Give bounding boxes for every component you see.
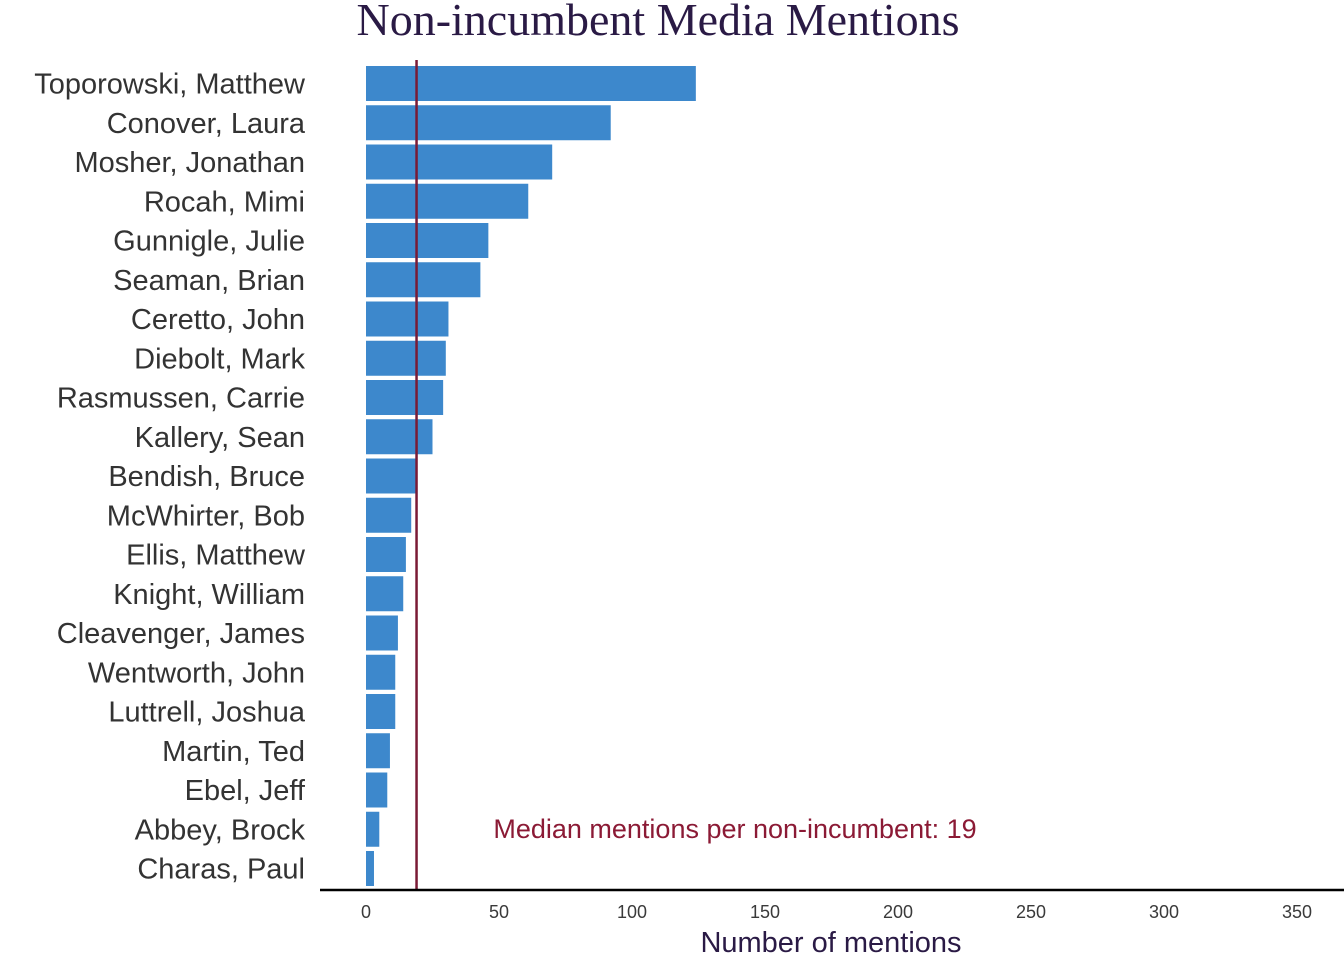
category-label: Ellis, Matthew xyxy=(126,540,306,572)
category-label: Mosher, Jonathan xyxy=(74,147,305,179)
bar-19 xyxy=(366,811,380,847)
category-label: Gunnigle, Julie xyxy=(113,226,305,258)
bars-layer xyxy=(366,66,696,886)
category-label: Rocah, Mimi xyxy=(144,186,305,218)
bar-3 xyxy=(366,183,529,219)
bar-6 xyxy=(366,301,449,337)
bar-18 xyxy=(366,772,388,808)
median-annotation: Median mentions per non-incumbent: 19 xyxy=(493,814,976,844)
x-tick-label: 100 xyxy=(617,902,647,922)
bar-13 xyxy=(366,576,404,612)
x-tick-label: 200 xyxy=(883,902,913,922)
bar-0 xyxy=(366,66,696,101)
x-axis-title: Number of mentions xyxy=(700,927,961,959)
bar-5 xyxy=(366,262,481,298)
bar-8 xyxy=(366,380,444,415)
category-label: Cleavenger, James xyxy=(57,618,305,650)
bar-16 xyxy=(366,694,396,729)
x-tick-label: 300 xyxy=(1149,902,1179,922)
x-tick-label: 350 xyxy=(1282,902,1312,922)
category-label: Luttrell, Joshua xyxy=(108,697,306,729)
bar-4 xyxy=(366,223,489,258)
bar-15 xyxy=(366,654,396,690)
category-label: Abbey, Brock xyxy=(135,814,306,846)
category-label: Rasmussen, Carrie xyxy=(57,383,305,415)
category-label: Diebolt, Mark xyxy=(134,343,305,375)
x-tick-label: 0 xyxy=(361,902,371,922)
category-label: Martin, Ted xyxy=(162,736,305,768)
category-label: Charas, Paul xyxy=(137,854,305,886)
category-label: Bendish, Bruce xyxy=(108,461,305,493)
bar-1 xyxy=(366,105,611,141)
bar-17 xyxy=(366,733,390,769)
category-label: Ebel, Jeff xyxy=(185,775,306,807)
bar-9 xyxy=(366,419,433,455)
chart-title: Non-incumbent Media Mentions xyxy=(356,0,959,45)
category-label: Toporowski, Matthew xyxy=(34,69,306,101)
bar-7 xyxy=(366,340,446,376)
x-tick-label: 50 xyxy=(489,902,509,922)
category-label: Wentworth, John xyxy=(88,657,305,689)
category-label: McWhirter, Bob xyxy=(107,500,305,532)
category-label: Seaman, Brian xyxy=(113,265,305,297)
category-label: Conover, Laura xyxy=(107,108,306,140)
bar-2 xyxy=(366,144,553,180)
category-label: Knight, William xyxy=(113,579,305,611)
category-labels: Toporowski, Matthew Conover, Laura Mosher,… xyxy=(34,69,306,886)
bar-14 xyxy=(366,615,398,651)
bar-11 xyxy=(366,497,412,533)
x-tick-label: 150 xyxy=(750,902,780,922)
x-tick-labels: 0 50 100 150 200 250 300 350 xyxy=(361,902,1312,922)
x-tick-label: 250 xyxy=(1016,902,1046,922)
bar-12 xyxy=(366,537,406,572)
category-label: Kallery, Sean xyxy=(135,422,305,454)
bar-20 xyxy=(366,851,374,886)
category-label: Ceretto, John xyxy=(131,304,305,336)
bar-10 xyxy=(366,458,417,494)
